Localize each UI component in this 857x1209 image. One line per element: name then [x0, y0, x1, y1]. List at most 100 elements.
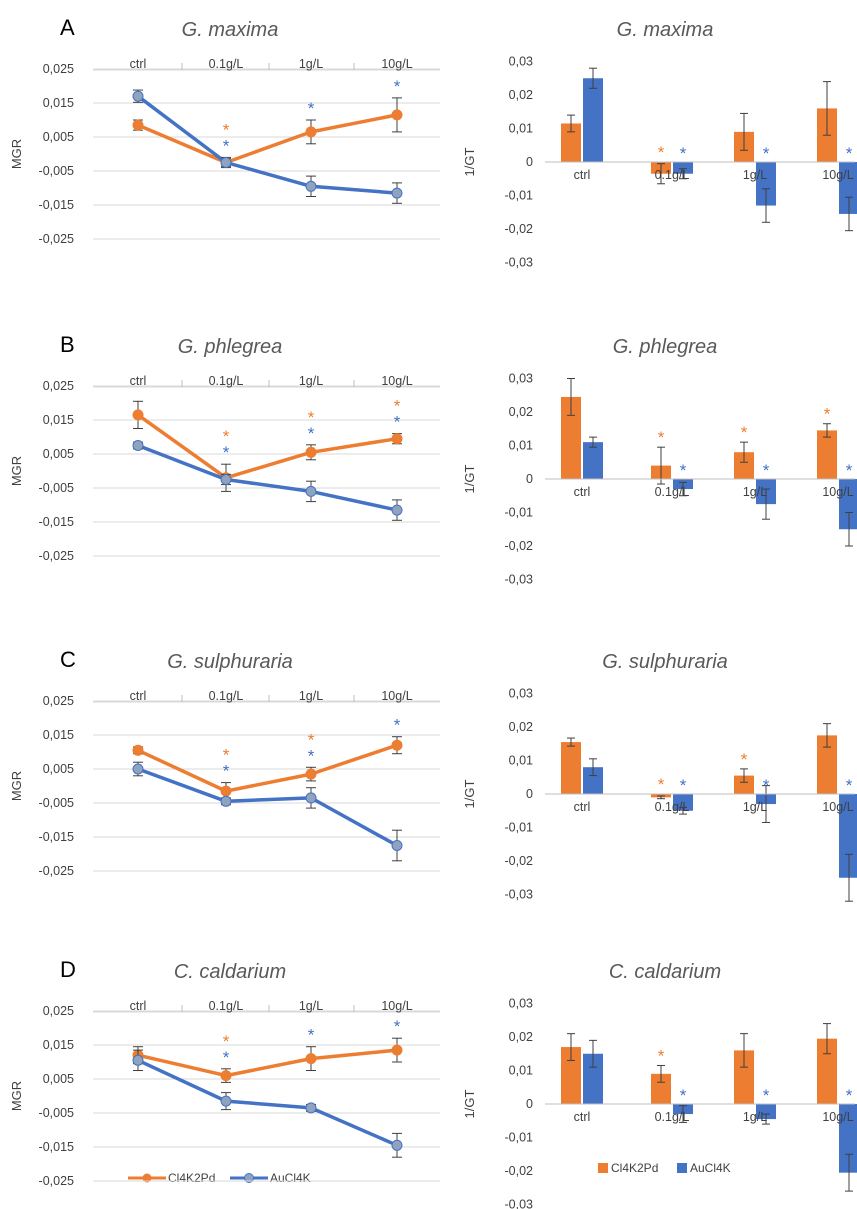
line-chart-title: G. phlegrea	[178, 336, 283, 358]
line-point-orange	[391, 739, 403, 751]
line-y-tick-label: 0,005	[43, 762, 74, 776]
line-y-axis-label: MGR	[9, 139, 24, 169]
line-y-tick-label: -0,005	[39, 481, 74, 495]
line-chart-title: G. maxima	[182, 19, 279, 41]
bar-significance-star-blue: *	[846, 461, 853, 480]
bar-y-tick-label: -0,02	[505, 222, 534, 236]
line-category-label: 0.1g/L	[209, 374, 244, 388]
line-series-orange	[137, 743, 398, 793]
bar-y-tick-label: 0,01	[509, 122, 533, 136]
bar-y-tick-label: -0,01	[505, 506, 534, 520]
bar-y-tick-label: -0,01	[505, 1131, 534, 1145]
bar-y-tick-label: -0,01	[505, 189, 534, 203]
bar-y-tick-label: 0	[526, 1097, 533, 1111]
line-chart-title: C. caldarium	[174, 961, 286, 983]
line-point-orange	[391, 433, 403, 445]
bar-blue	[583, 442, 603, 479]
bar-significance-star-orange: *	[658, 428, 665, 447]
bar-y-tick-label: 0,03	[509, 997, 533, 1011]
line-point-orange	[132, 119, 144, 131]
bar-y-tick-label: 0,02	[509, 88, 533, 102]
bar-chart-title: G. phlegrea	[613, 336, 718, 358]
line-y-tick-label: -0,005	[39, 1106, 74, 1120]
bar-category-label: 10g/L	[822, 485, 853, 499]
bar-orange	[817, 1038, 837, 1104]
line-point-blue	[391, 187, 403, 199]
line-series-orange	[137, 1048, 398, 1078]
bar-significance-star-blue: *	[846, 1086, 853, 1105]
bar-blue	[756, 1104, 776, 1120]
line-point-orange	[220, 1070, 232, 1082]
bar-y-tick-label: -0,03	[505, 573, 534, 587]
bar-blue	[673, 794, 693, 811]
panel-label-D: D	[60, 957, 76, 982]
line-significance-star-blue: *	[223, 443, 230, 462]
line-y-axis-label: MGR	[9, 1081, 24, 1111]
line-significance-star-blue: *	[308, 1026, 315, 1045]
bar-y-tick-label: -0,02	[505, 854, 534, 868]
line-significance-star-blue: *	[394, 77, 401, 96]
bar-orange	[734, 452, 754, 479]
bar-category-label: ctrl	[574, 168, 591, 182]
line-category-label: ctrl	[130, 999, 147, 1013]
bar-significance-star-blue: *	[680, 776, 687, 795]
line-series-blue	[136, 94, 398, 195]
legend-marker-blue	[244, 1173, 254, 1183]
bar-blue	[673, 162, 693, 174]
bar-category-label: 1g/L	[743, 485, 767, 499]
line-point-orange	[305, 126, 317, 138]
legend-label-orange-bar: Cl4K2Pd	[611, 1161, 658, 1175]
bar-significance-star-blue: *	[763, 144, 770, 163]
line-point-orange	[305, 768, 317, 780]
bar-blue	[839, 479, 857, 530]
bar-significance-star-orange: *	[824, 405, 831, 424]
bar-chart-title: G. maxima	[617, 19, 714, 41]
line-y-tick-label: 0,005	[43, 447, 74, 461]
bar-category-label: 0.1g/L	[655, 485, 690, 499]
bar-significance-star-blue: *	[763, 1086, 770, 1105]
bar-blue	[583, 767, 603, 794]
line-category-label: ctrl	[130, 374, 147, 388]
bar-y-tick-label: 0,03	[509, 55, 533, 69]
bar-y-tick-label: 0,02	[509, 405, 533, 419]
bar-y-axis-label: 1/GT	[462, 779, 477, 808]
bar-category-label: 0.1g/L	[655, 168, 690, 182]
bar-y-tick-label: 0	[526, 787, 533, 801]
bar-y-tick-label: 0	[526, 155, 533, 169]
bar-orange	[734, 775, 754, 794]
bar-y-axis-label: 1/GT	[462, 464, 477, 493]
line-significance-star-blue: *	[223, 1048, 230, 1067]
line-y-tick-label: -0,025	[39, 549, 74, 563]
legend-label-orange: Cl4K2Pd	[168, 1171, 215, 1185]
bar-blue	[839, 162, 857, 214]
line-y-tick-label: -0,015	[39, 1140, 74, 1154]
line-point-blue	[132, 763, 144, 775]
line-significance-star-blue: *	[223, 136, 230, 155]
bar-y-tick-label: -0,02	[505, 539, 534, 553]
line-point-blue	[305, 180, 317, 192]
bar-chart-title: G. sulphuraria	[602, 651, 728, 673]
line-point-blue	[391, 840, 403, 851]
line-point-orange	[391, 109, 403, 121]
bar-orange	[561, 1047, 581, 1104]
line-legend: Cl4K2Pd AuCl4K	[128, 1171, 311, 1185]
legend-label-blue: AuCl4K	[270, 1171, 311, 1185]
line-series-blue	[137, 1058, 398, 1147]
line-y-tick-label: 0,015	[43, 96, 74, 110]
line-significance-star-blue: *	[223, 762, 230, 781]
line-significance-star-orange: *	[223, 120, 230, 139]
bar-category-label: ctrl	[574, 1110, 591, 1124]
bar-y-tick-label: 0,03	[509, 372, 533, 386]
line-significance-star-orange: *	[223, 1032, 230, 1051]
bar-category-label: 10g/L	[822, 1110, 853, 1124]
line-point-orange	[220, 785, 232, 797]
bar-y-tick-label: -0,03	[505, 1198, 534, 1209]
bar-chart-title: C. caldarium	[609, 961, 721, 983]
line-category-label: 0.1g/L	[209, 689, 244, 703]
bar-y-axis-label: 1/GT	[462, 1089, 477, 1118]
line-point-orange	[391, 1044, 403, 1056]
line-significance-star-orange: *	[223, 427, 230, 446]
line-category-label: 10g/L	[381, 57, 412, 71]
bar-significance-star-orange: *	[741, 423, 748, 442]
